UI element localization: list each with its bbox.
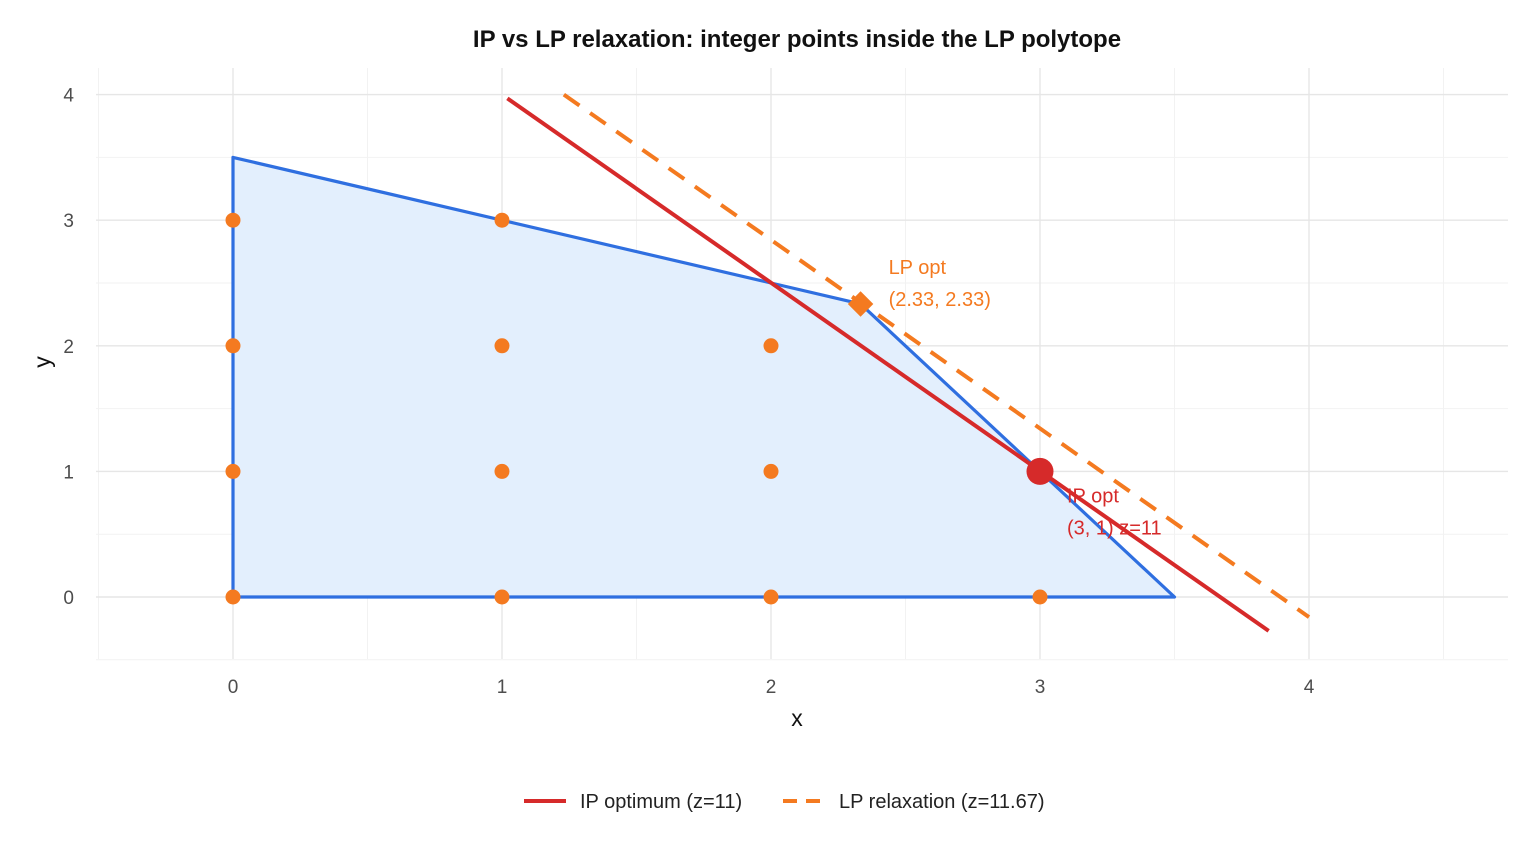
y-axis-ticks: 0 1 2 3 4 — [63, 86, 74, 609]
lp-opt-marker — [847, 291, 874, 317]
x-tick-label: 0 — [228, 677, 239, 698]
lp-opt-label: LP opt — [889, 257, 947, 279]
x-tick-label: 1 — [497, 677, 508, 698]
y-tick-label: 1 — [63, 462, 74, 483]
y-tick-label: 3 — [63, 211, 74, 232]
y-axis-label: y — [29, 356, 55, 368]
y-tick-label: 4 — [63, 86, 74, 107]
integer-point — [494, 463, 510, 479]
chart-title: IP vs LP relaxation: integer points insi… — [473, 26, 1121, 53]
ip-opt-marker — [1026, 457, 1054, 485]
integer-point — [225, 463, 241, 479]
integer-point — [494, 338, 510, 354]
x-tick-label: 2 — [766, 677, 777, 698]
legend: IP optimum (z=11) LP relaxation (z=11.67… — [524, 791, 1045, 813]
integer-point — [763, 589, 779, 605]
y-tick-label: 0 — [63, 588, 74, 609]
integer-point — [225, 338, 241, 354]
integer-point — [1032, 589, 1048, 605]
integer-point — [494, 589, 510, 605]
integer-points — [225, 212, 1048, 605]
x-tick-label: 4 — [1304, 677, 1315, 698]
x-axis-label: x — [791, 705, 803, 731]
integer-point — [225, 212, 241, 228]
lp-relaxation-line — [562, 92, 1311, 619]
integer-point — [494, 212, 510, 228]
integer-point — [763, 463, 779, 479]
lp-opt-coords: (2.33, 2.33) — [889, 289, 991, 311]
legend-lp-label: LP relaxation (z=11.67) — [839, 791, 1045, 813]
integer-point — [763, 338, 779, 354]
ip-opt-coords: (3, 1) z=11 — [1067, 517, 1162, 539]
integer-point — [225, 589, 241, 605]
x-tick-label: 3 — [1035, 677, 1046, 698]
ip-optimum-line — [506, 96, 1270, 633]
x-axis-ticks: 0 1 2 3 4 — [228, 677, 1315, 698]
lp-polytope — [231, 155, 1177, 599]
y-tick-label: 2 — [63, 337, 74, 358]
ip-opt-label: IP opt — [1067, 485, 1119, 507]
legend-ip-label: IP optimum (z=11) — [580, 791, 742, 813]
